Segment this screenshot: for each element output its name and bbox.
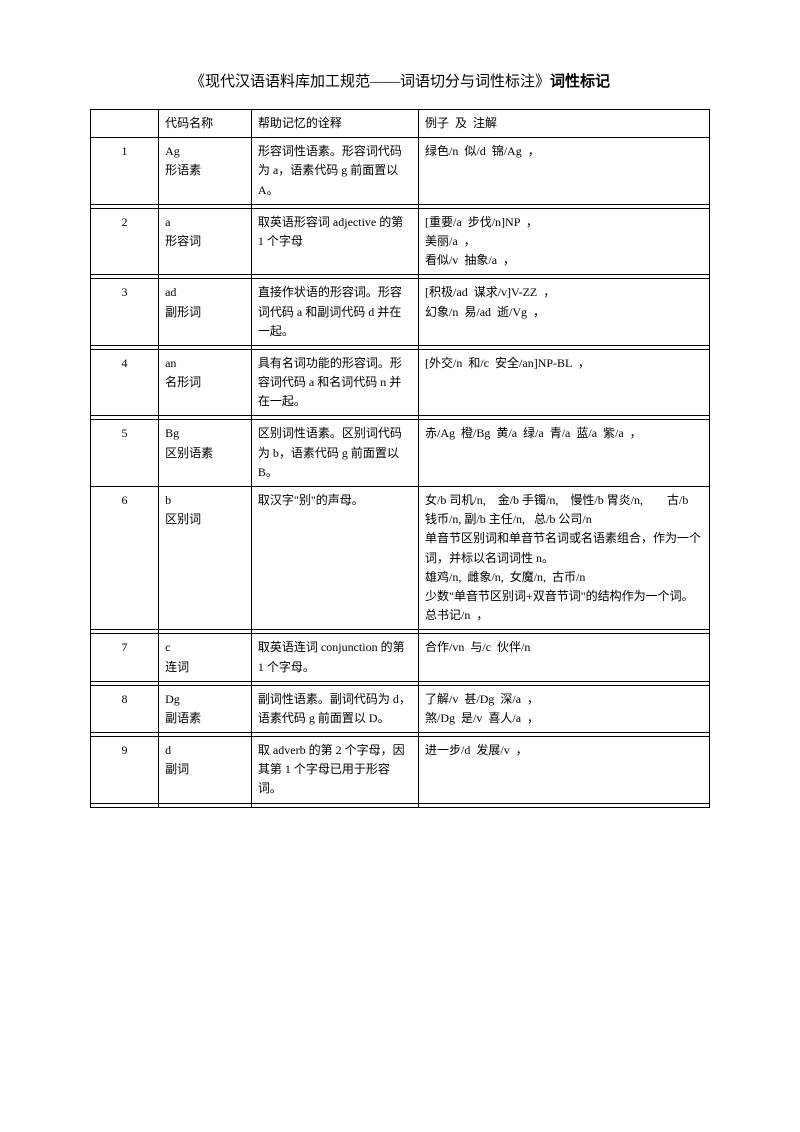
table-cell: b 区别词 (159, 487, 252, 630)
table-row: 4an 名形词具有名词功能的形容词。形容词代码 a 和名词代码 n 并在一起。[… (91, 349, 710, 416)
table-cell: 直接作状语的形容词。形容词代码 a 和副词代码 d 并在一起。 (251, 279, 418, 346)
table-cell: [重要/a 步伐/n]NP ， 美丽/a ， 看似/v 抽象/a ， (419, 208, 710, 275)
table-row: 5Bg 区别语素区别词性语素。区别词代码为 b，语素代码 g 前面置以 B。赤/… (91, 420, 710, 487)
table-row: 8Dg 副语素副词性语素。副词代码为 d，语素代码 g 前面置以 D。了解/v … (91, 685, 710, 732)
table-cell: [外交/n 和/c 安全/an]NP-BL ， (419, 349, 710, 416)
table-cell: Ag 形语素 (159, 138, 252, 205)
table-cell: a 形容词 (159, 208, 252, 275)
table-cell (91, 110, 159, 138)
table-row: 2a 形容词取英语形容词 adjective 的第 1 个字母[重要/a 步伐/… (91, 208, 710, 275)
table-cell: 帮助记忆的诠释 (251, 110, 418, 138)
table-cell: 合作/vn 与/c 伙伴/n (419, 634, 710, 681)
spacer-cell (251, 803, 418, 807)
spacer-cell (419, 803, 710, 807)
table-cell: c 连词 (159, 634, 252, 681)
spacer-cell (159, 803, 252, 807)
table-cell: 区别词性语素。区别词代码为 b，语素代码 g 前面置以 B。 (251, 420, 418, 487)
table-cell: 例子 及 注解 (419, 110, 710, 138)
table-cell: Dg 副语素 (159, 685, 252, 732)
table-cell: d 副词 (159, 737, 252, 804)
table-cell: an 名形词 (159, 349, 252, 416)
table-cell: 2 (91, 208, 159, 275)
table-cell: 取汉字"别"的声母。 (251, 487, 418, 630)
table-cell: 副词性语素。副词代码为 d，语素代码 g 前面置以 D。 (251, 685, 418, 732)
table-row: 1Ag 形语素形容词性语素。形容词代码为 a，语素代码 g 前面置以 A。绿色/… (91, 138, 710, 205)
table-row: 3ad 副形词直接作状语的形容词。形容词代码 a 和副词代码 d 并在一起。[积… (91, 279, 710, 346)
table-cell: 绿色/n 似/d 锦/Ag ， (419, 138, 710, 205)
table-cell: 具有名词功能的形容词。形容词代码 a 和名词代码 n 并在一起。 (251, 349, 418, 416)
table-header-row: 代码名称帮助记忆的诠释例子 及 注解 (91, 110, 710, 138)
table-cell: 4 (91, 349, 159, 416)
spacer-row (91, 803, 710, 807)
spacer-cell (91, 803, 159, 807)
table-cell: 取英语连词 conjunction 的第 1 个字母。 (251, 634, 418, 681)
title-bold: 词性标记 (550, 74, 610, 90)
table-cell: 取 adverb 的第 2 个字母，因其第 1 个字母已用于形容词。 (251, 737, 418, 804)
table-cell: 取英语形容词 adjective 的第 1 个字母 (251, 208, 418, 275)
table-row: 7c 连词取英语连词 conjunction 的第 1 个字母。合作/vn 与/… (91, 634, 710, 681)
title-prefix: 《现代汉语语料库加工规范——词语切分与词性标注》 (190, 74, 550, 90)
table-cell: 3 (91, 279, 159, 346)
table-cell: 7 (91, 634, 159, 681)
table-cell: 代码名称 (159, 110, 252, 138)
table-cell: 8 (91, 685, 159, 732)
table-cell: Bg 区别语素 (159, 420, 252, 487)
table-cell: 5 (91, 420, 159, 487)
table-cell: 1 (91, 138, 159, 205)
table-cell: 赤/Ag 橙/Bg 黄/a 绿/a 青/a 蓝/a 紫/a ， (419, 420, 710, 487)
table-row: 9d 副词取 adverb 的第 2 个字母，因其第 1 个字母已用于形容词。进… (91, 737, 710, 804)
table-cell: ad 副形词 (159, 279, 252, 346)
table-cell: 6 (91, 487, 159, 630)
table-cell: 进一步/d 发展/v ， (419, 737, 710, 804)
table-cell: 了解/v 甚/Dg 深/a ， 煞/Dg 是/v 喜人/a ， (419, 685, 710, 732)
pos-table: 代码名称帮助记忆的诠释例子 及 注解1Ag 形语素形容词性语素。形容词代码为 a… (90, 109, 710, 808)
page-title: 《现代汉语语料库加工规范——词语切分与词性标注》词性标记 (90, 70, 710, 91)
table-cell: 女/b 司机/n, 金/b 手镯/n, 慢性/b 胃炎/n, 古/b 钱币/n,… (419, 487, 710, 630)
table-cell: 形容词性语素。形容词代码为 a，语素代码 g 前面置以 A。 (251, 138, 418, 205)
table-cell: 9 (91, 737, 159, 804)
table-row: 6b 区别词取汉字"别"的声母。女/b 司机/n, 金/b 手镯/n, 慢性/b… (91, 487, 710, 630)
table-cell: [积极/ad 谋求/v]V-ZZ ， 幻象/n 易/ad 逝/Vg ， (419, 279, 710, 346)
